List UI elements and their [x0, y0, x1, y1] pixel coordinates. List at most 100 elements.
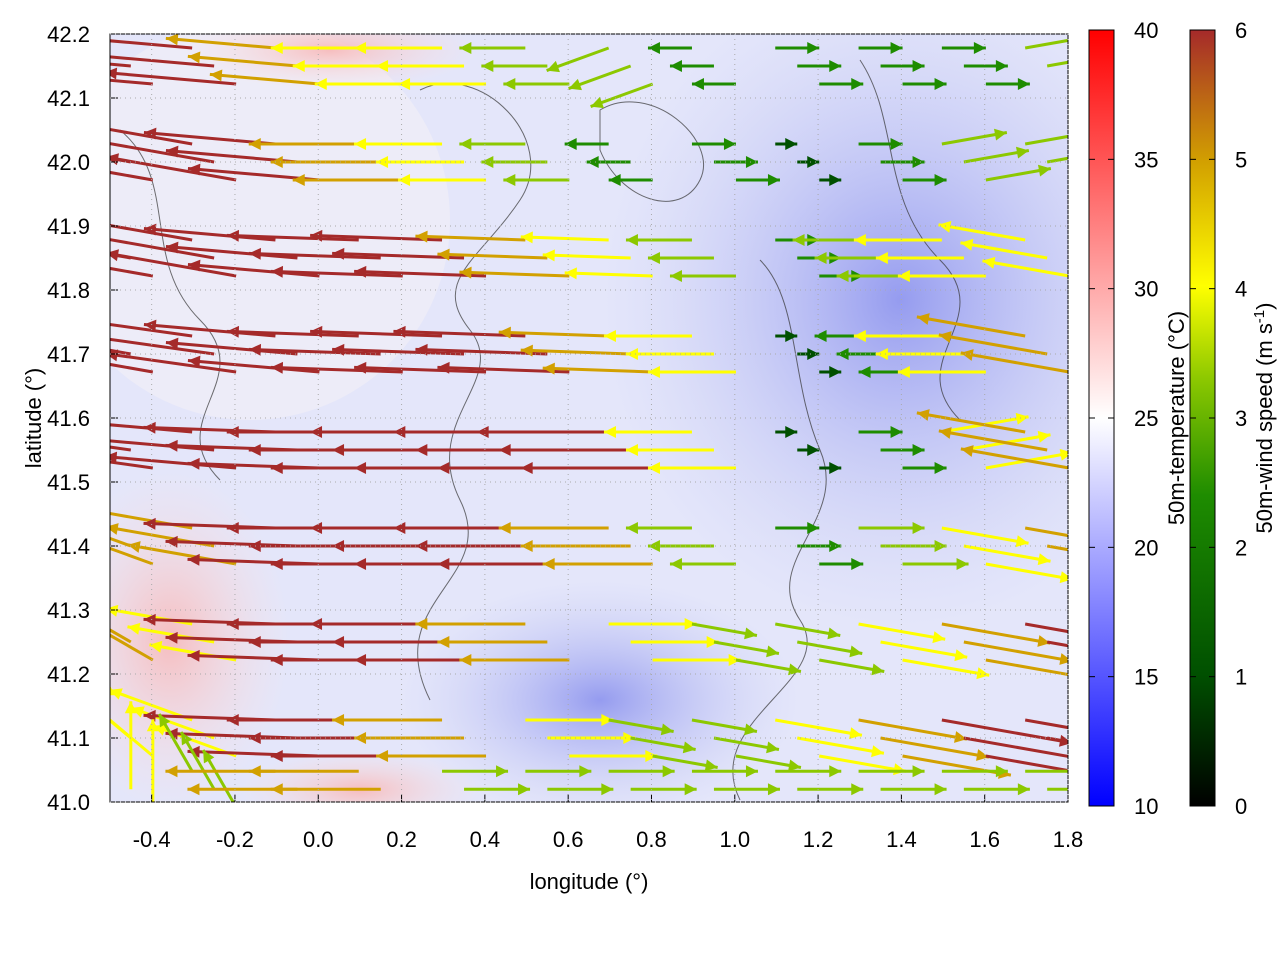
wind-vector: [985, 562, 1068, 581]
wind-vector-arrowhead: [1121, 69, 1134, 81]
wind-vector: [110, 337, 215, 356]
wind-vector: [110, 170, 154, 182]
wind-vector-arrowhead: [393, 522, 406, 534]
x-tick-label: 0.4: [470, 827, 501, 852]
wind-vector-arrowhead: [1164, 657, 1177, 669]
wind-vector-arrowhead: [310, 229, 323, 242]
wind-vector-arrowhead: [393, 426, 406, 438]
wind-vector-arrowhead: [829, 366, 842, 378]
wind-vector: [415, 347, 548, 356]
wind-vector-arrowhead: [459, 42, 472, 54]
wind-vector-arrowhead: [647, 366, 660, 378]
wind-vector: [110, 71, 237, 86]
wind-vector: [1069, 564, 1177, 583]
wind-vector-arrowhead: [110, 249, 119, 262]
wind-vector-arrowhead: [27, 507, 40, 518]
wind-vector-arrowhead: [520, 231, 533, 244]
wind-vector-arrowhead: [601, 783, 614, 796]
wind-vector-arrowhead: [187, 457, 200, 470]
y-tick-label: 42.2: [47, 22, 90, 47]
wind-vector: [110, 633, 154, 662]
wind-vector-arrowhead: [625, 444, 638, 456]
wind-vector-arrowhead: [1039, 801, 1042, 802]
wind-vector-arrowhead: [226, 325, 240, 338]
wind-vector-arrowhead: [14, 569, 27, 580]
wind-vector: [960, 241, 1048, 260]
wind-vector: [110, 252, 237, 278]
wind-vector-arrowhead: [954, 731, 967, 743]
wind-vector-arrowhead: [187, 553, 200, 566]
wind-vector: [187, 54, 298, 68]
wind-vector-arrowhead: [1059, 448, 1068, 461]
wind-vector-arrowhead: [209, 69, 223, 82]
wind-vector-arrowhead: [332, 247, 345, 260]
wind-vector: [985, 754, 1068, 773]
wind-vector-arrowhead: [706, 636, 719, 648]
wind-vector-arrowhead: [807, 444, 820, 456]
wind-vector: [880, 640, 968, 659]
wind-vector-arrowhead: [332, 444, 345, 456]
wind-vector-arrowhead: [143, 223, 157, 236]
wind-vector: [110, 362, 154, 374]
wind-vector-arrowhead: [165, 241, 179, 254]
wind-vector-arrowhead: [270, 558, 283, 570]
wind-vector-arrowhead: [645, 750, 658, 762]
wind-vector-arrowhead: [766, 741, 779, 754]
wind-vector-arrowhead: [292, 174, 305, 186]
wind-vector-arrowhead: [415, 444, 428, 456]
wind-vector-arrowhead: [766, 645, 779, 658]
wind-vector-arrowhead: [704, 759, 718, 772]
wind-vector-arrowhead: [669, 270, 682, 282]
wind-vector-arrowhead: [851, 783, 864, 796]
wind-vector-arrowhead: [1164, 753, 1177, 765]
wind-vector: [110, 156, 237, 182]
wind-vector-arrowhead: [437, 361, 450, 374]
wind-vector-arrowhead: [590, 96, 604, 109]
wind-vector-arrowhead: [1017, 78, 1030, 90]
wind-vector-arrowhead: [1077, 33, 1090, 45]
wind-vector-arrowhead: [836, 270, 849, 282]
wind-vector: [941, 622, 1051, 645]
wind-vector-arrowhead: [310, 618, 323, 630]
wind-vector-arrowhead: [706, 801, 709, 802]
colorbar-tick-label: 15: [1134, 665, 1158, 690]
wind-vector-arrowhead: [1121, 539, 1134, 551]
wind-vector-arrowhead: [623, 801, 625, 802]
wind-vector: [1024, 622, 1068, 634]
wind-vector-arrowhead: [270, 265, 284, 278]
wind-vector-arrowhead: [912, 444, 925, 456]
wind-vector: [963, 736, 1068, 758]
wind-vector: [797, 736, 885, 755]
wind-vector-arrowhead: [520, 462, 533, 474]
wind-vector-arrowhead: [788, 759, 801, 772]
terrain-contours: [119, 59, 961, 801]
wind-vector-arrowhead: [393, 325, 406, 338]
wind-vector-arrowhead: [625, 522, 638, 534]
wind-vector-arrowhead: [625, 348, 638, 360]
wind-vector: [110, 266, 154, 278]
wind-vector: [143, 227, 276, 242]
wind-vector-arrowhead: [187, 783, 200, 796]
wind-vector-arrowhead: [127, 622, 141, 635]
wind-vector: [1024, 134, 1068, 146]
temperature-colorbar-ticks: 10 15 20 25 30 35 40: [1089, 18, 1158, 819]
wind-vector: [520, 235, 609, 242]
wind-vector-arrowhead: [165, 337, 179, 350]
wind-vector: [5, 490, 108, 528]
wind-vector-arrowhead: [1016, 146, 1029, 159]
wind-vector-arrowhead: [143, 127, 157, 140]
wind-vector: [110, 439, 215, 452]
wind-vector-arrowhead: [767, 174, 780, 186]
wind-vector: [520, 348, 631, 356]
wind-vector: [459, 270, 570, 278]
wind-vector: [775, 718, 863, 737]
wind-vector-arrowhead: [976, 667, 990, 680]
wind-vector: [1024, 38, 1068, 50]
wind-vector-arrowhead: [248, 343, 262, 356]
wind-vector: [110, 238, 215, 260]
wind-vector-arrowhead: [481, 156, 494, 168]
wind-vector: [542, 366, 653, 374]
wind-vector-arrowhead: [270, 156, 283, 168]
wind-vector-arrowhead: [829, 765, 842, 778]
wind-vector-arrowhead: [110, 349, 119, 362]
